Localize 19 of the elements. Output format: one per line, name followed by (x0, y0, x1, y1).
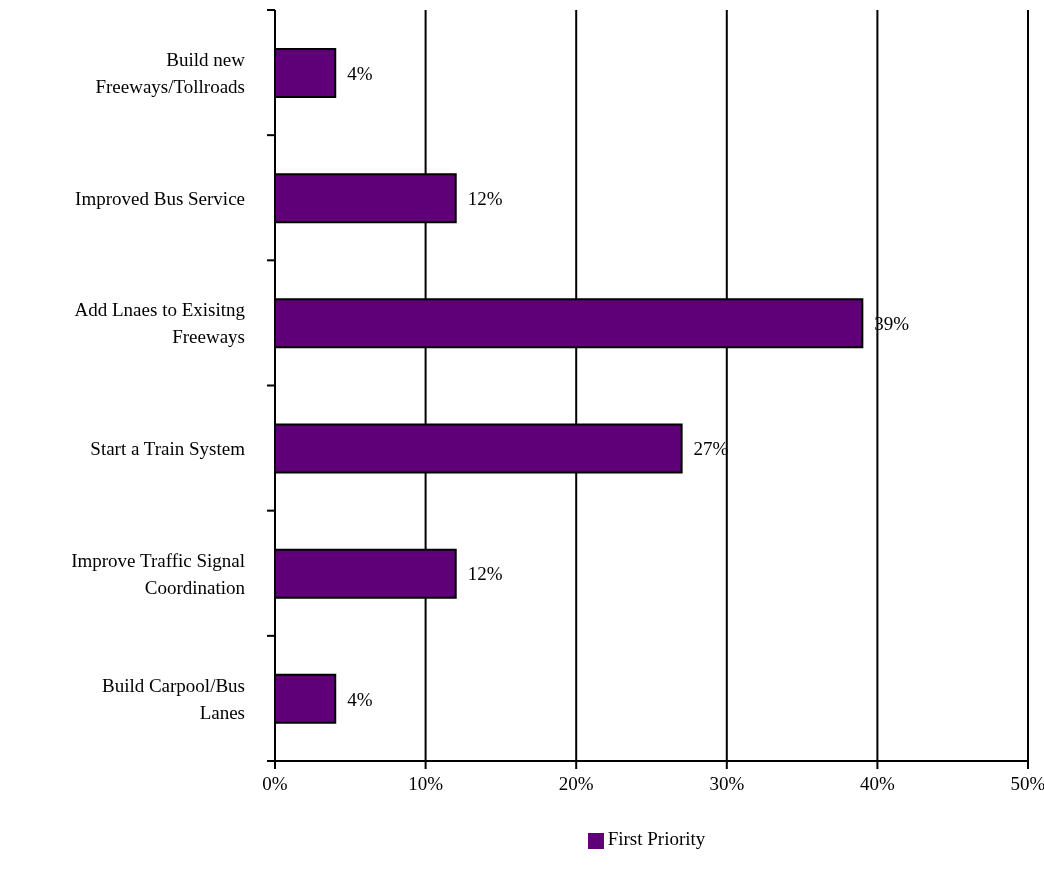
bar (275, 673, 337, 724)
y-tick-label: Improved Bus Service (75, 187, 245, 209)
x-tick-label: 40% (859, 773, 895, 795)
x-tick-label: 30% (709, 773, 745, 795)
x-tick-label: 20% (558, 773, 594, 795)
data-label: 4% (347, 62, 373, 84)
x-tick-label: 50% (1010, 773, 1044, 795)
data-label: 4% (347, 688, 373, 710)
bar (275, 48, 337, 98)
data-label: 12% (467, 187, 503, 209)
legend-label: First Priority (607, 828, 706, 849)
data-label: 12% (467, 563, 503, 585)
x-tick-label: 10% (408, 773, 444, 795)
x-tick-label: 0% (262, 773, 288, 795)
y-tick-label: Add Lnaes to Exisitng Freeways (74, 298, 246, 347)
y-tick-label: Build new Freeways/Tollroads (95, 48, 246, 97)
y-tick-label: Start a Train System (90, 437, 246, 459)
y-tick-label: Build Carpool/Bus Lanes (101, 674, 245, 723)
y-tick-label: Improve Traffic Signal Coordination (71, 549, 246, 598)
